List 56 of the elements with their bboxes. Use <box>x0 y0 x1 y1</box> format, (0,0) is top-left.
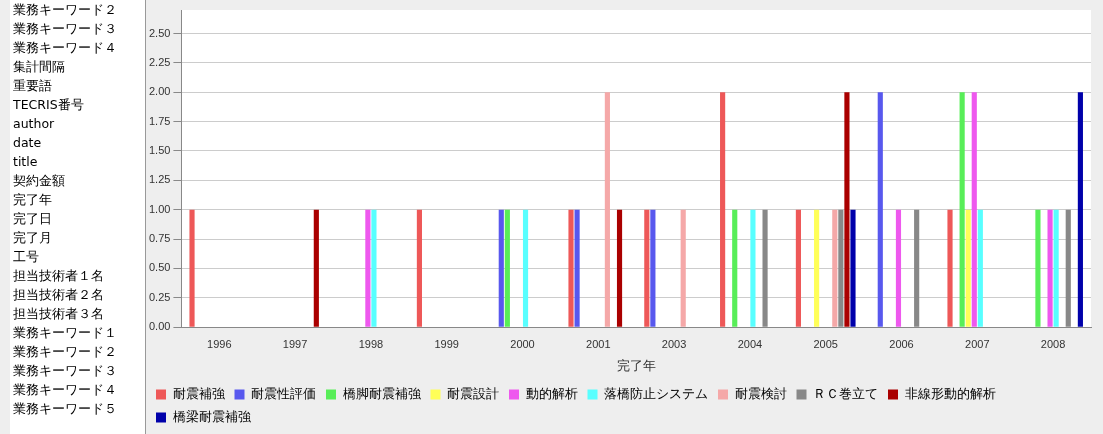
text: 業務キーワード５ <box>12 400 118 418</box>
x-tick-label: 2007 <box>965 337 990 350</box>
y-tick-label: 1.75 <box>148 114 171 127</box>
y-tick-label: 2.50 <box>148 26 171 39</box>
text: TECRIS番号 <box>12 96 85 114</box>
y-tick-label: 0.50 <box>148 261 171 274</box>
text: 完了日 <box>12 210 53 228</box>
text: 担当技術者２名 <box>12 286 105 304</box>
y-tick-label: 1.50 <box>148 144 171 157</box>
text: 業務キーワード４ <box>12 381 118 399</box>
y-tick-label: 0.75 <box>148 232 171 245</box>
text: 業務キーワード３ <box>12 362 118 380</box>
text: 契約金額 <box>12 172 66 190</box>
y-tick-label: 1.00 <box>148 202 171 215</box>
legend-label: 耐震性評価 <box>251 385 316 401</box>
y-tick-label: 0.25 <box>148 290 171 303</box>
y-tick-label: 2.00 <box>148 85 171 98</box>
x-tick-label: 1997 <box>282 337 308 350</box>
y-tick-label: 1.25 <box>148 173 171 186</box>
legend-label: 耐震検討 <box>734 385 787 401</box>
legend-label: 動的解析 <box>525 385 578 401</box>
text: 集計間隔 <box>12 58 66 76</box>
text: 工号 <box>12 248 40 266</box>
text: 業務キーワード１ <box>12 324 118 342</box>
text: 担当技術者３名 <box>12 305 105 323</box>
x-tick-label: 1996 <box>207 337 232 350</box>
legend-label: 耐震設計 <box>447 385 499 401</box>
x-tick-label: 2005 <box>813 337 838 350</box>
text: 業務キーワード３ <box>12 20 118 38</box>
text: 業務キーワード４ <box>12 39 118 57</box>
legend-label: 落橋防止システム <box>604 385 708 401</box>
x-tick-label: 2006 <box>889 337 914 350</box>
x-tick-label: 2004 <box>737 337 763 350</box>
legend-label: 橋梁耐震補強 <box>172 408 251 424</box>
text: title <box>12 153 39 171</box>
legend-label: 非線形動的解析 <box>904 385 996 401</box>
x-tick-label: 2001 <box>586 337 611 350</box>
x-tick-label: 2008 <box>1040 337 1066 350</box>
text: 完了月 <box>12 229 53 247</box>
x-tick-label: 2003 <box>661 337 687 350</box>
x-tick-label: 1998 <box>358 337 384 350</box>
legend-label: 橋脚耐震補強 <box>342 385 421 401</box>
x-tick-label: 1999 <box>434 337 459 350</box>
y-tick-label: 2.25 <box>148 55 171 68</box>
y-tick-label: 0.00 <box>148 320 171 333</box>
x-axis-title: 完了年 <box>616 357 656 373</box>
text: author <box>12 115 56 133</box>
legend-label: 耐震補強 <box>172 385 225 401</box>
x-tick-label: 2000 <box>510 337 535 350</box>
text: 業務キーワード２ <box>12 1 118 19</box>
text: 完了年 <box>12 191 53 209</box>
text: 業務キーワード２ <box>12 343 118 361</box>
text: 担当技術者１名 <box>12 267 105 285</box>
legend-label: ＲＣ巻立て <box>813 385 878 401</box>
text: 重要語 <box>12 77 53 95</box>
text: date <box>12 134 43 152</box>
